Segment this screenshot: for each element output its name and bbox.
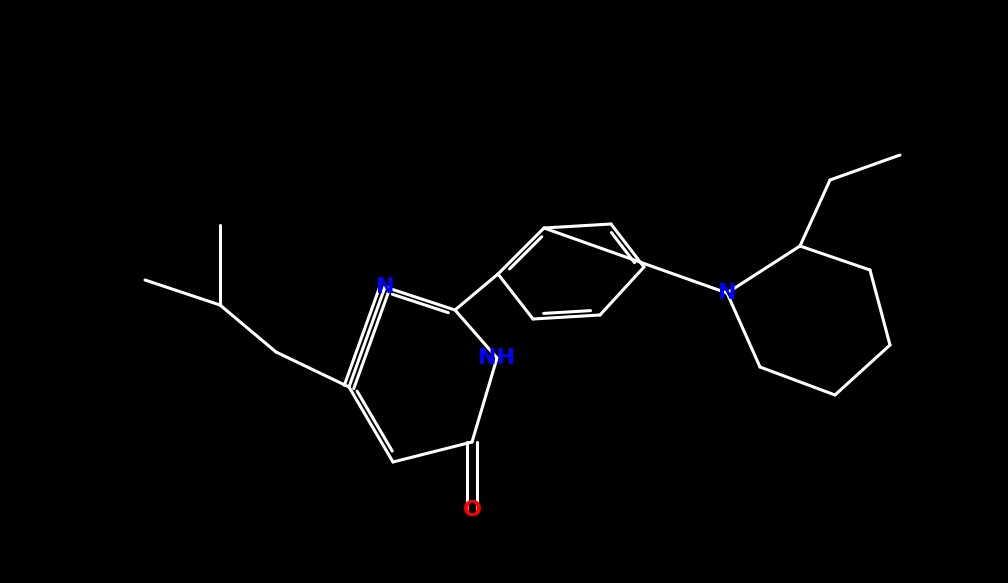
Text: N: N <box>718 283 736 303</box>
Text: N: N <box>376 277 394 297</box>
Text: O: O <box>463 500 482 520</box>
Text: NH: NH <box>479 348 515 368</box>
